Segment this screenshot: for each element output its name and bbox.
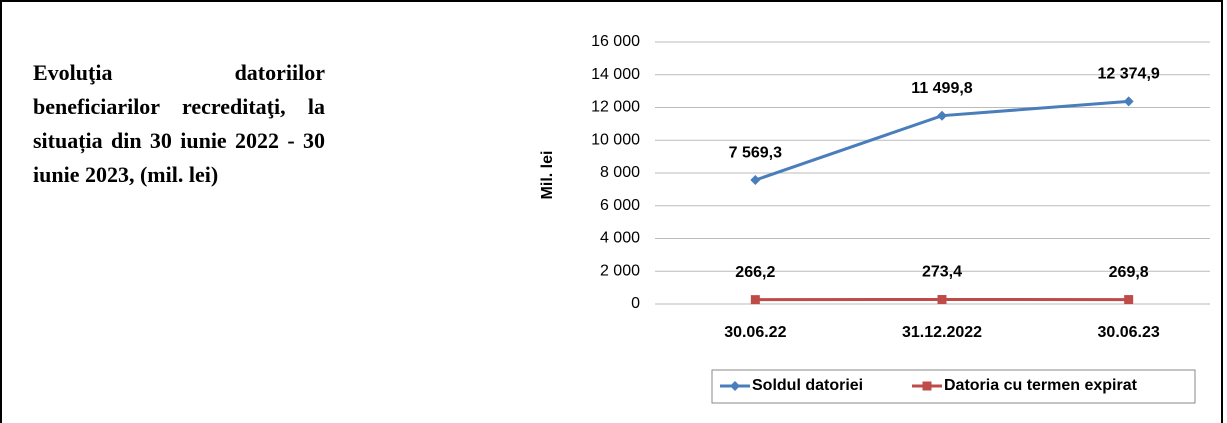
y-tick-label: 2 000 (600, 262, 640, 279)
legend-box (711, 369, 1196, 404)
x-tick-label: 31.12.2022 (902, 324, 982, 341)
data-label: 269,8 (1109, 264, 1149, 281)
y-tick-label: 14 000 (591, 66, 640, 83)
chart-title: Evoluţia datoriilor beneficiarilor recre… (33, 60, 325, 187)
x-tick-label: 30.06.23 (1098, 324, 1160, 341)
legend-marker (730, 381, 740, 391)
y-tick-label: 16 000 (591, 33, 640, 50)
y-axis-title: Mil. lei (539, 151, 556, 200)
point-marker (1124, 295, 1134, 305)
data-label: 11 499,8 (911, 80, 973, 97)
y-tick-label: 6 000 (600, 197, 640, 214)
point-marker (1123, 96, 1134, 107)
point-marker (750, 295, 760, 305)
legend-label: Datoria cu termen expirat (944, 377, 1138, 394)
legend-label: Soldul datoriei (752, 377, 863, 394)
point-marker (937, 110, 947, 121)
data-label: 7 569,3 (729, 144, 782, 161)
y-tick-label: 0 (631, 295, 640, 312)
y-tick-label: 4 000 (600, 230, 640, 247)
y-tick-label: 8 000 (600, 164, 640, 181)
y-tick-label: 10 000 (591, 131, 640, 148)
data-label: 266,2 (735, 264, 775, 281)
legend-marker (922, 381, 932, 391)
point-marker (750, 175, 761, 186)
y-tick-label: 12 000 (591, 99, 640, 116)
data-label: 12 374,9 (1098, 66, 1160, 83)
data-label: 273,4 (922, 264, 962, 281)
x-tick-label: 30.06.22 (724, 324, 786, 341)
point-marker (937, 295, 947, 305)
